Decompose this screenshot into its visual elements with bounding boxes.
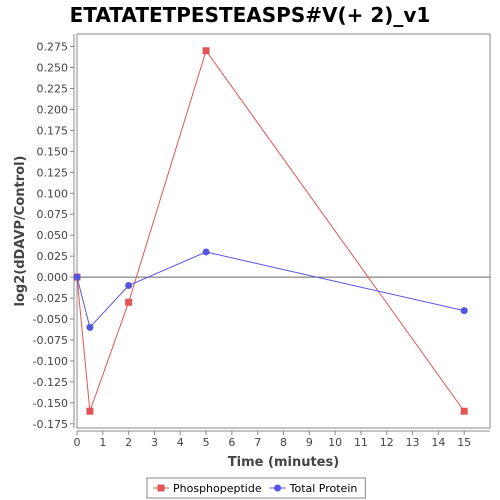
legend-marker-square — [157, 484, 165, 492]
y-tick-label: -0.100 — [33, 355, 68, 368]
x-tick-label: 4 — [177, 436, 184, 449]
y-tick-label: -0.150 — [33, 397, 68, 410]
data-point — [86, 323, 94, 331]
y-tick-label: 0.200 — [37, 103, 69, 116]
y-axis: -0.175 -0.150 -0.125 -0.100 -0.075 -0.050 -0.0… — [33, 34, 75, 431]
x-axis-label: Time (minutes) — [228, 455, 339, 470]
data-point — [202, 248, 210, 256]
y-tick-label: -0.075 — [33, 334, 68, 347]
data-point — [86, 407, 94, 415]
x-tick-label: 9 — [306, 436, 313, 449]
x-axis: 0 1 2 3 4 5 6 7 8 9 10 11 12 13 14 15 — [74, 430, 490, 449]
x-tick-label: 1 — [99, 436, 106, 449]
x-tick-label: 15 — [457, 436, 471, 449]
y-tick-label: 0.275 — [37, 41, 69, 54]
x-tick-label: 8 — [280, 436, 287, 449]
y-tick-label: -0.175 — [33, 418, 68, 431]
y-tick-label: 0.125 — [37, 166, 69, 179]
data-point — [460, 407, 468, 415]
data-point — [460, 307, 468, 315]
x-tick-label: 11 — [354, 436, 368, 449]
y-axis-label: log2(dDAVP/Control) — [13, 156, 28, 307]
data-point — [202, 47, 210, 55]
chart-title: ETATATETPESTEASPS#V(+ 2)_v1 — [70, 3, 431, 27]
x-tick-label: 12 — [380, 436, 394, 449]
data-point — [125, 298, 133, 306]
y-tick-label: 0.175 — [37, 124, 69, 137]
y-tick-label: 0.050 — [37, 229, 69, 242]
y-tick-label: 0.250 — [37, 62, 69, 75]
x-tick-label: 14 — [431, 436, 445, 449]
legend-box — [146, 477, 366, 499]
data-point — [73, 273, 81, 281]
series-total-protein — [73, 248, 468, 331]
y-tick-label: 0.075 — [37, 208, 69, 221]
x-tick-label: 5 — [203, 436, 210, 449]
legend-marker-circle — [274, 484, 282, 492]
y-tick-label: 0.100 — [37, 187, 69, 200]
legend-entry-label: Total Protein — [289, 482, 358, 495]
x-tick-label: 3 — [151, 436, 158, 449]
y-tick-label: 0.025 — [37, 250, 69, 263]
plot-area — [76, 33, 491, 429]
legend: Phosphopeptide Total Protein — [146, 477, 366, 499]
series-layer — [73, 47, 468, 415]
y-tick-label: 0.000 — [37, 271, 69, 284]
data-point — [125, 281, 133, 289]
x-tick-label: 10 — [328, 436, 342, 449]
x-tick-label: 7 — [254, 436, 261, 449]
x-tick-label: 6 — [228, 436, 235, 449]
plot-frame — [76, 33, 491, 429]
y-tick-label: 0.225 — [37, 82, 69, 95]
y-tick-label: -0.025 — [33, 292, 68, 305]
x-tick-label: 2 — [125, 436, 132, 449]
y-tick-label: 0.150 — [37, 145, 69, 158]
y-tick-label: -0.050 — [33, 313, 68, 326]
x-tick-label: 0 — [74, 436, 81, 449]
y-tick-label: -0.125 — [33, 376, 68, 389]
legend-entry-label: Phosphopeptide — [173, 482, 262, 495]
x-tick-label: 13 — [406, 436, 420, 449]
